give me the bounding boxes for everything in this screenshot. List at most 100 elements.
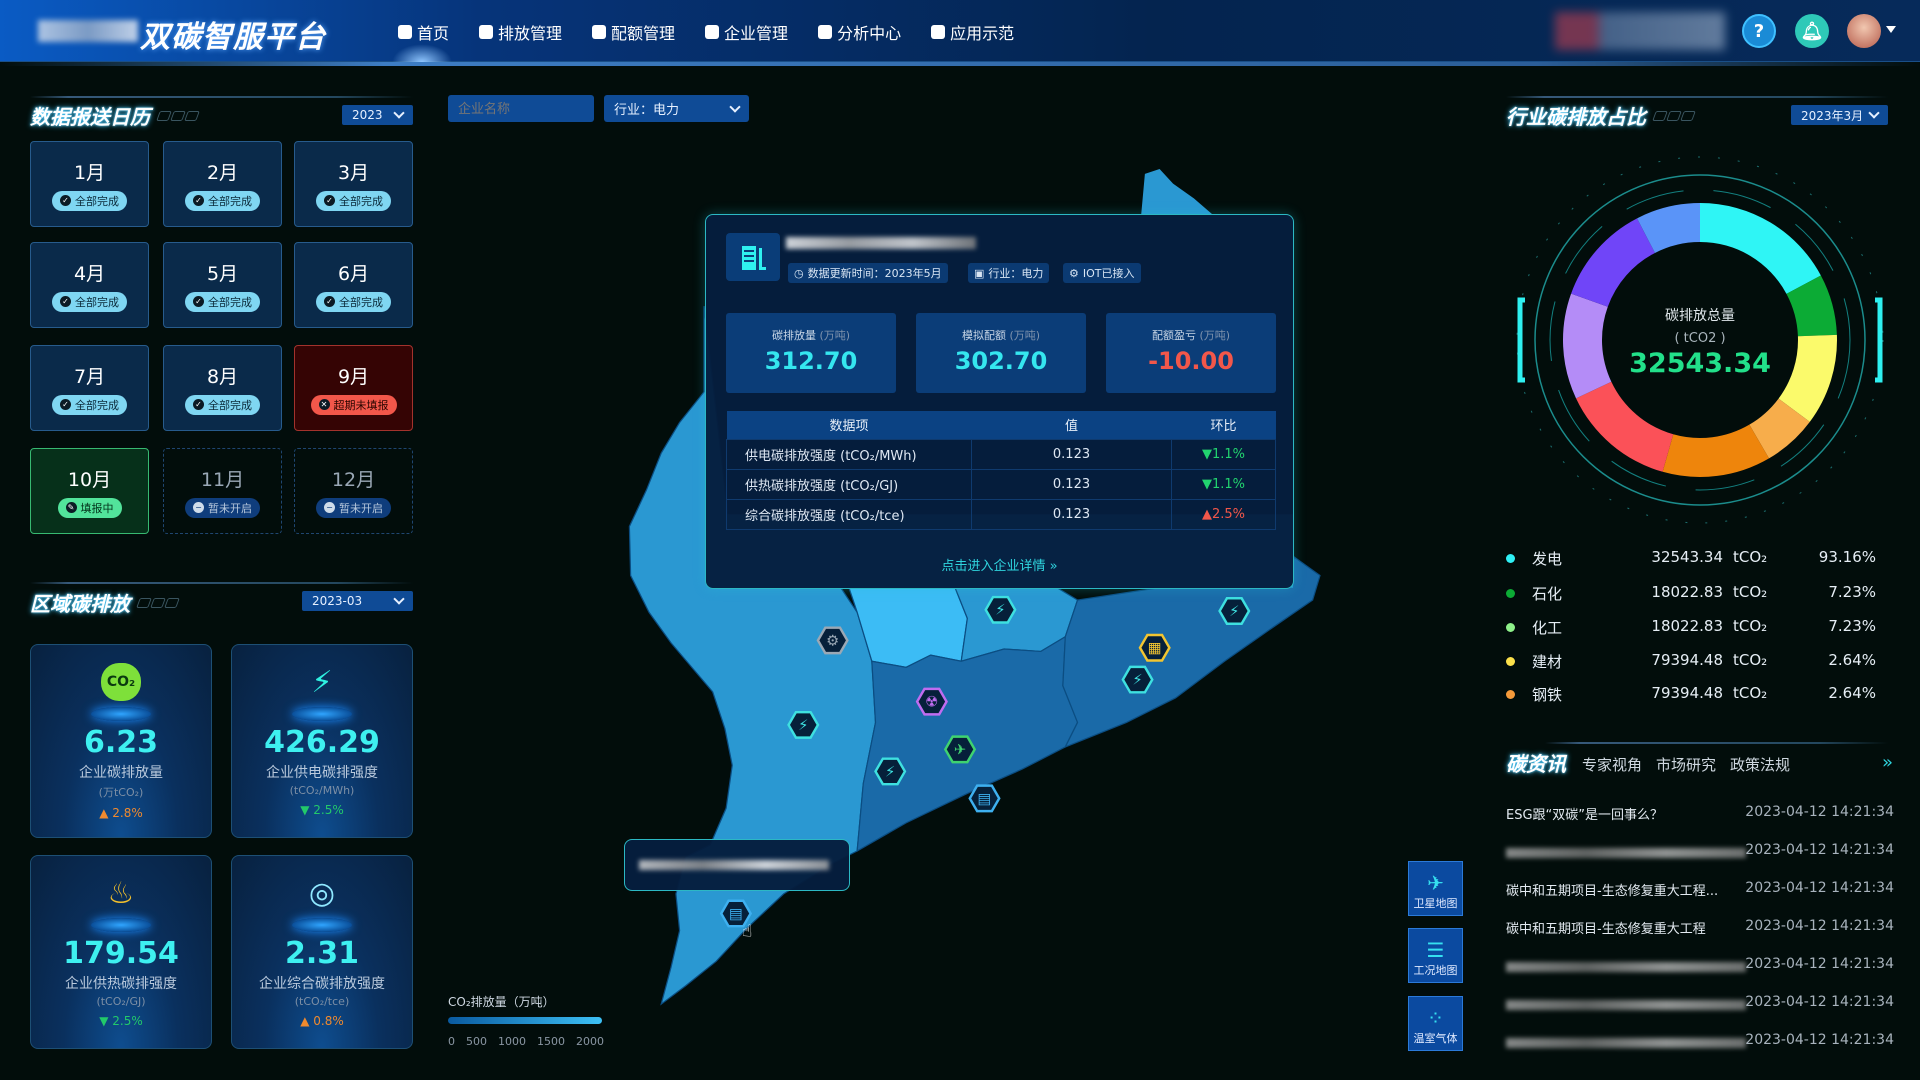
nav-item-1[interactable]: 排放管理 [479, 20, 562, 44]
map-marker-document[interactable]: ▤ [968, 784, 1001, 813]
news-item[interactable]: 2023-04-12 14:21:34 [1506, 842, 1894, 864]
news-item[interactable]: ESG跟“双碳”是一回事么？ 2023-04-12 14:21:34 [1506, 804, 1894, 826]
arrow-down-icon: ▼ [1201, 446, 1212, 462]
industry-share-title-text: 行业碳排放占比 [1506, 105, 1646, 129]
arrow-down-icon: ▼ [1201, 476, 1212, 492]
news-date: 2023-04-12 14:21:34 [1745, 880, 1894, 896]
donut-segment[interactable] [1749, 398, 1810, 459]
calendar-month-5[interactable]: 5月 ✓ 全部完成 [163, 242, 282, 328]
arrow-up-icon: ▲ [1201, 506, 1212, 522]
user-menu-caret-icon[interactable] [1886, 26, 1896, 33]
news-date: 2023-04-12 14:21:34 [1745, 994, 1894, 1010]
calendar-month-4[interactable]: 4月 ✓ 全部完成 [30, 242, 149, 328]
map-markers: ⚙⚡⚡☢✈▤⚡▦⚡⚡▤☝ [719, 595, 1251, 942]
kpi-value: 6.23 [83, 725, 159, 760]
news-more-icon[interactable]: » [1882, 752, 1894, 773]
legend-name: 发电 [1532, 550, 1563, 568]
legend-unit: tCO₂ [1733, 617, 1768, 635]
map-tool-button[interactable]: ✈ 卫星地图 [1408, 861, 1463, 916]
status-badge: ✓ 全部完成 [185, 394, 260, 415]
cell-value: 0.123 [971, 468, 1172, 500]
calendar-month-6[interactable]: 6月 ✓ 全部完成 [294, 242, 413, 328]
calendar-month-1[interactable]: 1月 ✓ 全部完成 [30, 141, 149, 227]
nav-item-0[interactable]: 首页 [398, 20, 449, 44]
news-tab[interactable]: 政策法规 [1730, 756, 1791, 774]
map-marker-document[interactable]: ▤ [719, 899, 753, 928]
news-item[interactable]: 2023-04-12 14:21:34 [1506, 1032, 1894, 1054]
map-region-northeast[interactable] [1141, 168, 1213, 215]
avatar[interactable] [1847, 14, 1881, 48]
year-select[interactable]: 2023 [342, 105, 413, 125]
enterprise-name [786, 237, 976, 249]
donut-segment[interactable] [1662, 424, 1769, 478]
news-tab[interactable]: 专家视角 [1582, 756, 1643, 774]
donut-segment[interactable] [1637, 203, 1700, 253]
calendar-month-9[interactable]: 9月 ✕ 超期未填报 [294, 345, 413, 431]
calendar-title: 数据报送日历 [30, 101, 200, 130]
nav-item-4[interactable]: 分析中心 [818, 20, 901, 44]
donut-segments [1563, 203, 1837, 478]
period-select[interactable]: 2023-03 [302, 591, 413, 611]
legend-item: 石化 18022.83 tCO₂ 7.23% [1506, 583, 1886, 605]
donut-segment[interactable] [1571, 218, 1655, 307]
map-tool-button[interactable]: ☰ 工况地图 [1408, 928, 1463, 983]
news-item[interactable]: 碳中和五期项目-生态修复重大工程... 2023-04-12 14:21:34 [1506, 880, 1894, 902]
calendar-month-11[interactable]: 11月 − 暂未开启 [163, 448, 282, 534]
donut-segment[interactable] [1778, 334, 1837, 422]
map-tool-label: 工况地图 [1413, 964, 1458, 977]
cell-change: ▼1.1% [1171, 468, 1276, 500]
calendar-month-8[interactable]: 8月 ✓ 全部完成 [163, 345, 282, 431]
title-decoration [1652, 110, 1696, 121]
news-item[interactable]: 2023-04-12 14:21:34 [1506, 956, 1894, 978]
bell-icon: 🔔︎ [1800, 20, 1824, 42]
nav-item-5[interactable]: 应用示范 [931, 20, 1014, 44]
map-marker-power[interactable]: ⚡ [1218, 597, 1251, 625]
donut-segment[interactable] [1563, 293, 1612, 399]
industry-select[interactable]: 行业：电力 [604, 95, 749, 122]
company-search-input[interactable] [448, 95, 594, 122]
legend-name: 化工 [1532, 619, 1563, 637]
kpi-card: CO₂ 6.23 企业碳排放量 (万tCO₂) ▲ 2.8% [30, 644, 212, 838]
map-marker-nuclear[interactable]: ☢ [915, 687, 948, 716]
map-marker-power[interactable]: ⚡ [1121, 665, 1154, 694]
legend-percent: 7.23% [1828, 583, 1876, 601]
news-title-redacted [1506, 848, 1746, 858]
donut-segment[interactable] [1786, 275, 1837, 337]
status-text: 填报中 [80, 501, 114, 515]
donut-dots-ring [1516, 156, 1884, 524]
news-tab[interactable]: 市场研究 [1656, 756, 1717, 774]
notification-button[interactable]: 🔔︎ [1795, 14, 1829, 48]
news-item[interactable]: 碳中和五期项目-生态修复重大工程 2023-04-12 14:21:34 [1506, 918, 1894, 940]
news-item[interactable]: 2023-04-12 14:21:34 [1506, 994, 1894, 1016]
map-tool-button[interactable]: ⁘ 温室气体 [1408, 996, 1463, 1051]
month-select[interactable]: 2023年3月 [1791, 105, 1888, 125]
calendar-month-3[interactable]: 3月 ✓ 全部完成 [294, 141, 413, 227]
nav-item-3[interactable]: 企业管理 [705, 20, 788, 44]
calendar-month-10[interactable]: 10月 ✎ 填报中 [30, 448, 149, 534]
map-marker-factory[interactable]: ⚙ [816, 626, 849, 655]
donut-segment[interactable] [1576, 381, 1674, 472]
metric-value: 302.70 [954, 347, 1048, 375]
map-marker-power[interactable]: ⚡ [984, 595, 1017, 624]
map-marker-airport[interactable]: ✈ [943, 735, 977, 764]
legend-item: 发电 32543.34 tCO₂ 93.16% [1506, 548, 1886, 570]
help-icon: ? [1753, 20, 1765, 42]
map-marker-power[interactable]: ⚡ [874, 757, 907, 786]
donut-segment[interactable] [1700, 203, 1821, 294]
airport-icon: ✈ [954, 741, 966, 758]
change-value: 1.1% [1211, 446, 1246, 462]
map-tool-label: 卫星地图 [1413, 897, 1458, 910]
nav-item-2[interactable]: 配额管理 [592, 20, 675, 44]
enterprise-detail-link[interactable]: 点击进入企业详情 » [941, 559, 1058, 574]
done-status-icon: ✓ [193, 296, 204, 307]
calendar-month-7[interactable]: 7月 ✓ 全部完成 [30, 345, 149, 431]
calendar-month-12[interactable]: 12月 − 暂未开启 [294, 448, 413, 534]
status-badge: ✕ 超期未填报 [310, 394, 397, 415]
divider [30, 582, 413, 584]
heater-icon: ♨ [76, 874, 166, 932]
calendar-month-2[interactable]: 2月 ✓ 全部完成 [163, 141, 282, 227]
map-marker-building[interactable]: ▦ [1138, 633, 1171, 662]
map-marker-power[interactable]: ⚡ [787, 710, 820, 739]
help-button[interactable]: ? [1742, 14, 1776, 48]
update-time-tag: ◷ 数据更新时间：2023年5月 [788, 263, 948, 283]
